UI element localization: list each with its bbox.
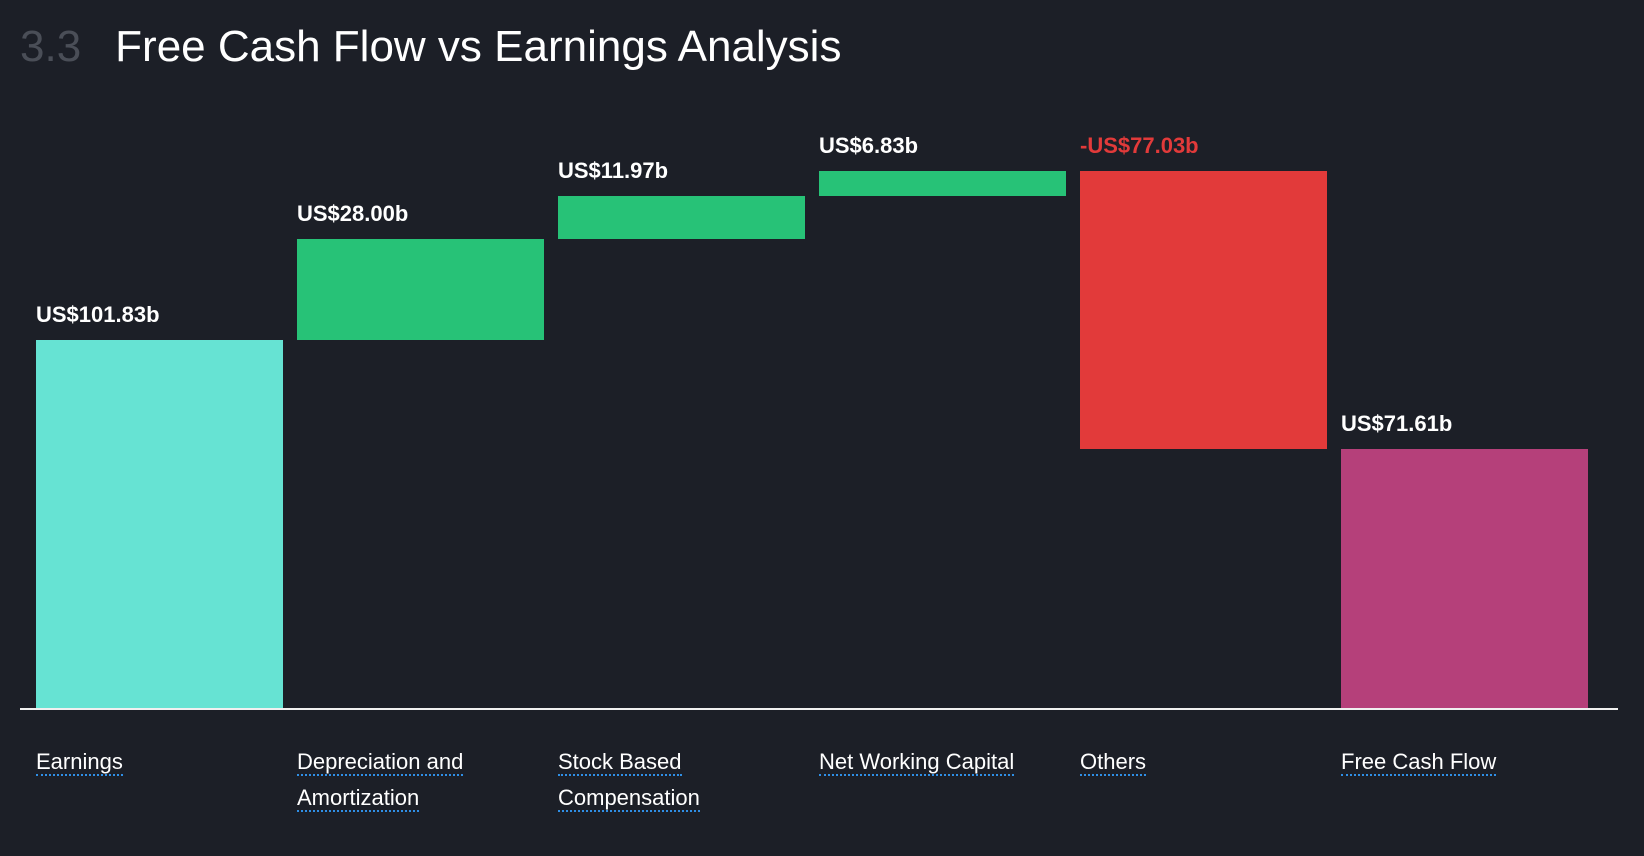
category-label-line[interactable]: Earnings [36,749,123,776]
bar-0 [36,339,283,708]
x-axis-line [20,708,1618,710]
section-header: 3.3 Free Cash Flow vs Earnings Analysis [20,22,841,72]
category-label[interactable]: Depreciation and Amortization [297,744,537,816]
category-label-line[interactable]: Stock Based [558,749,682,776]
value-label: US$11.97b [558,157,669,183]
category-label[interactable]: Stock Based Compensation [558,744,798,816]
category-label[interactable]: Others [1080,744,1320,780]
category-label-line[interactable]: Free Cash Flow [1341,749,1497,776]
value-label: US$71.61b [1341,411,1453,437]
category-label-line[interactable]: Others [1080,749,1147,776]
bar-3 [819,170,1066,196]
value-label: -US$77.03b [1080,132,1199,158]
bar-1 [297,238,544,340]
category-label[interactable]: Free Cash Flow [1341,744,1581,780]
category-label-line[interactable]: Compensation [558,785,700,812]
value-label: US$28.00b [297,200,409,226]
category-label[interactable]: Net Working Capital [819,744,1059,780]
category-label-line[interactable]: Amortization [297,785,420,812]
page-title: Free Cash Flow vs Earnings Analysis [115,22,842,71]
category-label-line[interactable]: Depreciation and [297,749,464,776]
section-number: 3.3 [20,22,82,71]
value-label: US$101.83b [36,301,160,327]
category-label-line[interactable]: Net Working Capital [819,749,1015,776]
bar-2 [558,195,805,239]
value-label: US$6.83b [819,132,919,158]
category-label[interactable]: Earnings [36,744,276,780]
bar-5 [1341,449,1588,708]
bar-4 [1080,170,1327,450]
